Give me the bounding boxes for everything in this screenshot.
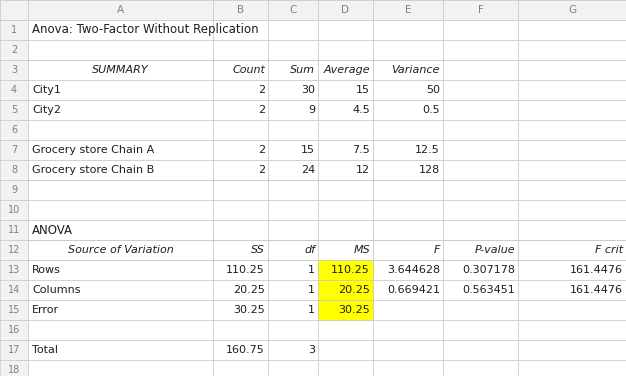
Text: Anova: Two-Factor Without Replication: Anova: Two-Factor Without Replication	[32, 23, 259, 36]
Text: Rows: Rows	[32, 265, 61, 275]
Text: Variance: Variance	[392, 65, 440, 75]
Text: P-value: P-value	[475, 245, 515, 255]
Text: 7.5: 7.5	[352, 145, 370, 155]
Text: df: df	[304, 245, 315, 255]
Text: 0.563451: 0.563451	[462, 285, 515, 295]
Text: 110.25: 110.25	[226, 265, 265, 275]
Text: SS: SS	[251, 245, 265, 255]
Text: 15: 15	[301, 145, 315, 155]
Text: 5: 5	[11, 105, 17, 115]
Text: 12: 12	[8, 245, 20, 255]
Text: Total: Total	[32, 345, 58, 355]
Text: 50: 50	[426, 85, 440, 95]
Text: 2: 2	[258, 85, 265, 95]
Text: 4.5: 4.5	[352, 105, 370, 115]
Text: 14: 14	[8, 285, 20, 295]
Text: 3: 3	[308, 345, 315, 355]
Text: SUMMARY: SUMMARY	[92, 65, 149, 75]
Text: 1: 1	[308, 285, 315, 295]
Text: 161.4476: 161.4476	[570, 265, 623, 275]
Text: E: E	[405, 5, 411, 15]
Text: 3: 3	[11, 65, 17, 75]
Text: 16: 16	[8, 325, 20, 335]
Text: 0.5: 0.5	[423, 105, 440, 115]
Text: Count: Count	[232, 65, 265, 75]
Text: Average: Average	[324, 65, 370, 75]
Text: 2: 2	[11, 45, 17, 55]
Text: 1: 1	[11, 25, 17, 35]
Text: 20.25: 20.25	[233, 285, 265, 295]
Text: 4: 4	[11, 85, 17, 95]
Text: Grocery store Chain A: Grocery store Chain A	[32, 145, 154, 155]
Text: 2: 2	[258, 145, 265, 155]
Text: 24: 24	[300, 165, 315, 175]
Text: 30.25: 30.25	[338, 305, 370, 315]
Text: 15: 15	[8, 305, 20, 315]
Text: 18: 18	[8, 365, 20, 375]
Text: 1: 1	[308, 265, 315, 275]
Text: Error: Error	[32, 305, 59, 315]
Text: 9: 9	[308, 105, 315, 115]
Text: Grocery store Chain B: Grocery store Chain B	[32, 165, 154, 175]
Text: ANOVA: ANOVA	[32, 223, 73, 237]
Text: 1: 1	[308, 305, 315, 315]
Text: 110.25: 110.25	[331, 265, 370, 275]
Text: 12: 12	[356, 165, 370, 175]
Text: 160.75: 160.75	[226, 345, 265, 355]
Text: B: B	[237, 5, 244, 15]
Text: 9: 9	[11, 185, 17, 195]
Text: C: C	[289, 5, 297, 15]
Text: 30: 30	[301, 85, 315, 95]
Text: F: F	[434, 245, 440, 255]
Text: 11: 11	[8, 225, 20, 235]
Text: F crit: F crit	[595, 245, 623, 255]
Text: 12.5: 12.5	[415, 145, 440, 155]
Text: 0.307178: 0.307178	[462, 265, 515, 275]
Text: G: G	[568, 5, 576, 15]
Text: 17: 17	[8, 345, 20, 355]
Text: 30.25: 30.25	[233, 305, 265, 315]
Text: 2: 2	[258, 165, 265, 175]
Text: 3.644628: 3.644628	[387, 265, 440, 275]
Text: F: F	[478, 5, 483, 15]
Text: A: A	[117, 5, 124, 15]
Text: 13: 13	[8, 265, 20, 275]
Text: City1: City1	[32, 85, 61, 95]
Text: MS: MS	[353, 245, 370, 255]
Text: 2: 2	[258, 105, 265, 115]
Text: Columns: Columns	[32, 285, 81, 295]
Text: City2: City2	[32, 105, 61, 115]
Text: 8: 8	[11, 165, 17, 175]
Text: 15: 15	[356, 85, 370, 95]
Text: 0.669421: 0.669421	[387, 285, 440, 295]
Text: 128: 128	[419, 165, 440, 175]
Text: Source of Variation: Source of Variation	[68, 245, 173, 255]
Text: 6: 6	[11, 125, 17, 135]
Text: 161.4476: 161.4476	[570, 285, 623, 295]
Text: 10: 10	[8, 205, 20, 215]
Text: 7: 7	[11, 145, 17, 155]
Text: 20.25: 20.25	[338, 285, 370, 295]
Text: Sum: Sum	[290, 65, 315, 75]
Text: D: D	[342, 5, 349, 15]
